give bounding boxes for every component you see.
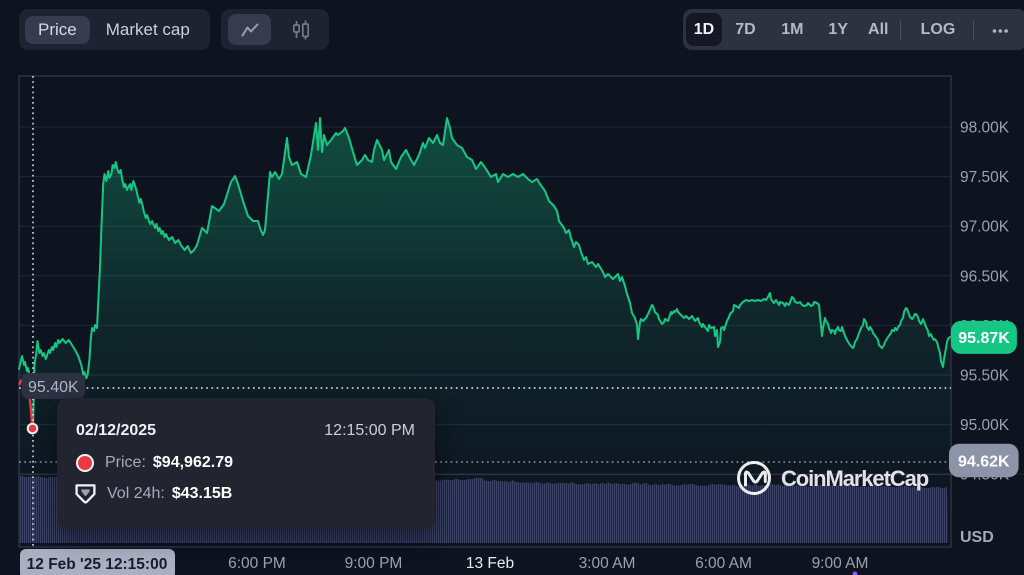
svg-text:97.50K: 97.50K — [960, 169, 1010, 186]
svg-text:CoinMarketCap: CoinMarketCap — [781, 466, 929, 491]
svg-text:9:00 PM: 9:00 PM — [345, 555, 403, 572]
svg-text:6:00 PM: 6:00 PM — [228, 555, 286, 572]
svg-text:12 Feb '25 12:15:00: 12 Feb '25 12:15:00 — [27, 556, 168, 573]
svg-text:98.00K: 98.00K — [960, 120, 1010, 137]
svg-text:6:00 AM: 6:00 AM — [695, 555, 752, 572]
svg-text:95.50K: 95.50K — [960, 368, 1010, 385]
svg-text:9:00 AM: 9:00 AM — [812, 555, 869, 572]
svg-text:95.87K: 95.87K — [958, 330, 1010, 347]
svg-text:95.00K: 95.00K — [960, 417, 1010, 434]
svg-text:96.50K: 96.50K — [960, 268, 1010, 285]
svg-text:USD: USD — [960, 529, 994, 546]
svg-text:95.40K: 95.40K — [28, 379, 79, 396]
svg-text:94.62K: 94.62K — [958, 454, 1010, 471]
svg-text:3:00 AM: 3:00 AM — [579, 555, 636, 572]
svg-text:13 Feb: 13 Feb — [466, 555, 514, 572]
svg-text:97.00K: 97.00K — [960, 219, 1010, 236]
